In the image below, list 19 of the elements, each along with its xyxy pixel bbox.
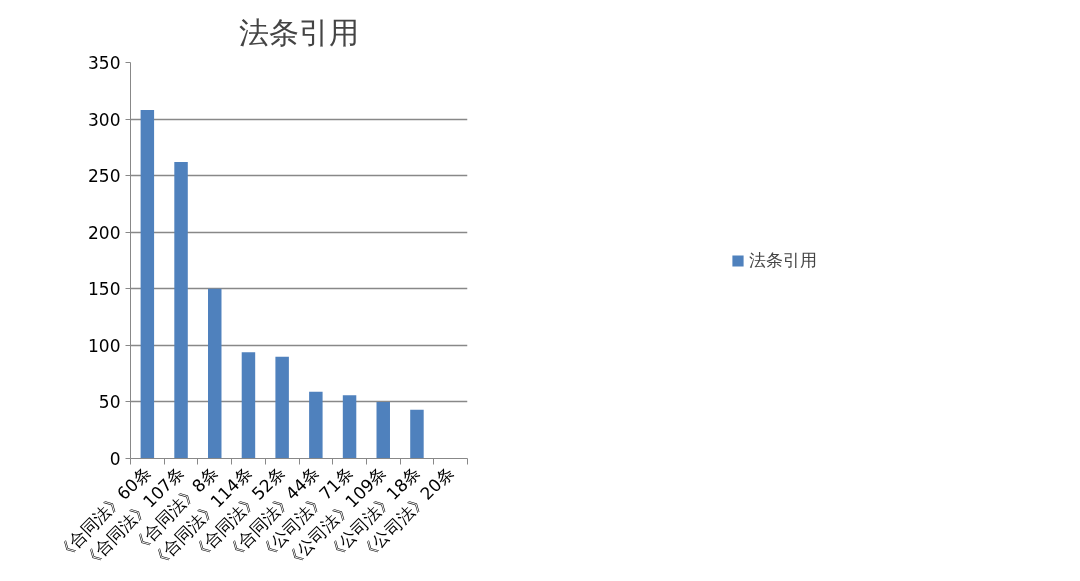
- y-tick-label: 250: [88, 166, 121, 187]
- y-tick-label: 300: [88, 109, 121, 130]
- y-tick-label: 350: [88, 53, 121, 73]
- bar: [174, 162, 188, 459]
- bar: [241, 352, 256, 459]
- bar: [342, 395, 357, 459]
- bar: [410, 409, 424, 459]
- bar: [376, 401, 390, 459]
- legend-label: 法条引用: [749, 248, 817, 272]
- bar: [140, 110, 155, 459]
- y-tick-label: 50: [98, 392, 121, 413]
- bar: [309, 391, 323, 459]
- bar: [275, 356, 289, 459]
- y-tick-label: 150: [88, 279, 121, 300]
- chart-title: 法条引用: [239, 15, 359, 50]
- y-tick-label: 200: [88, 222, 121, 243]
- y-tick-label: 100: [88, 335, 121, 356]
- y-tick-label: 0: [109, 449, 121, 469]
- bar: [208, 288, 222, 459]
